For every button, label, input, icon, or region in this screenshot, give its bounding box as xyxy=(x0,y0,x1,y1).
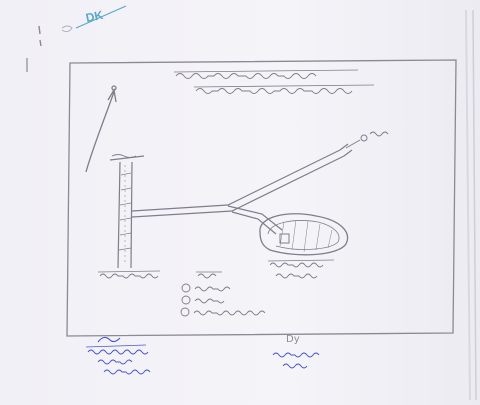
right-page-edge-2 xyxy=(472,9,477,401)
site-plot xyxy=(259,213,349,256)
right-page-edge xyxy=(465,9,471,401)
site-label xyxy=(267,259,335,279)
signature-left xyxy=(85,336,151,375)
north-arrow xyxy=(85,85,117,173)
vertical-road-label xyxy=(97,270,161,279)
map-legend xyxy=(180,271,266,317)
top-left-pencil-mark xyxy=(38,25,42,47)
map-frame xyxy=(66,59,457,337)
top-faint-scribble xyxy=(61,25,73,33)
dk-mark-slash xyxy=(75,5,127,29)
dk-corner-mark: DK xyxy=(84,8,104,25)
map-title-handwriting xyxy=(173,69,375,94)
vertical-road xyxy=(109,154,145,269)
legend-item-3 xyxy=(180,307,266,317)
connecting-road xyxy=(131,143,353,218)
signature-initials: Dy xyxy=(286,334,300,345)
legend-item-1 xyxy=(181,283,231,293)
legend-item-2 xyxy=(181,295,225,305)
signature-right-stamp xyxy=(272,352,320,369)
branch-road xyxy=(227,205,283,235)
signature-right: Dy xyxy=(272,334,320,369)
road-end-marker xyxy=(345,131,389,149)
